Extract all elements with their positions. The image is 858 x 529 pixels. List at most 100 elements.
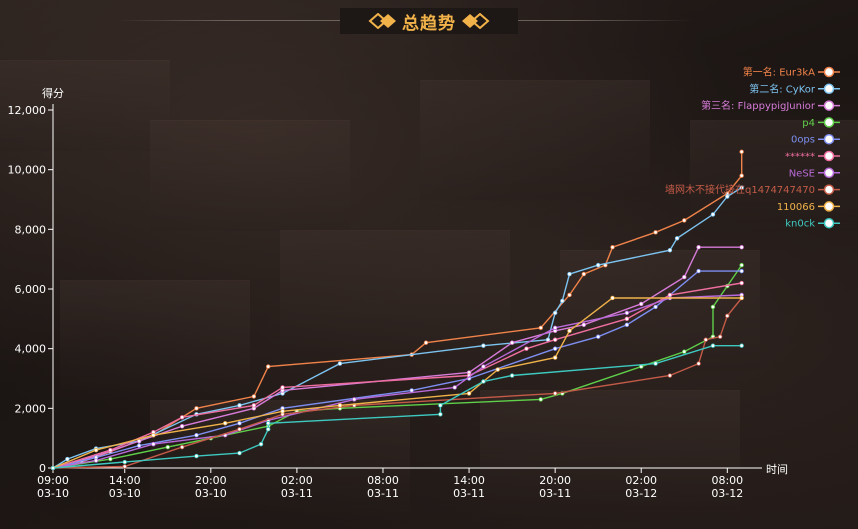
y-tick-label: 8,000 — [15, 223, 47, 236]
data-point — [438, 412, 443, 417]
data-point — [481, 343, 486, 348]
data-point — [452, 385, 457, 390]
data-point — [509, 373, 515, 378]
y-tick-label: 12,000 — [8, 104, 47, 117]
series-9 — [50, 343, 744, 471]
legend-item[interactable]: NeSE — [789, 167, 840, 179]
data-point — [581, 271, 587, 277]
data-point — [136, 443, 142, 448]
data-point — [552, 337, 558, 342]
data-point — [194, 406, 199, 411]
legend-label: 0ops — [791, 135, 815, 146]
data-point — [581, 322, 587, 327]
y-tick-label: 0 — [39, 462, 46, 475]
legend-marker — [823, 83, 835, 95]
data-point — [739, 343, 744, 348]
data-point — [595, 262, 601, 268]
series-line — [52, 187, 743, 469]
y-tick-label: 6,000 — [15, 283, 47, 296]
data-point — [93, 447, 99, 453]
series-line — [52, 282, 742, 469]
legend-item[interactable]: 第一名: Eur3kA — [743, 66, 840, 79]
series-line — [52, 246, 742, 469]
data-point — [65, 456, 70, 462]
x-tick-label-time: 14:00 — [109, 474, 141, 487]
x-axis-title: 时间 — [766, 463, 788, 476]
data-point — [552, 355, 558, 360]
page-title: 总趋势 — [402, 13, 456, 34]
legend-label: ****** — [785, 152, 815, 163]
x-tick-label-time: 02:00 — [281, 474, 313, 487]
legend-item[interactable]: ****** — [785, 150, 840, 163]
data-point — [552, 310, 558, 316]
data-point — [682, 274, 687, 280]
legend-label: NeSE — [789, 168, 815, 179]
data-point — [653, 361, 658, 366]
data-point — [739, 295, 744, 301]
bg-block — [480, 390, 740, 521]
legend-item[interactable]: kn0ck — [785, 217, 840, 230]
data-point — [725, 313, 730, 319]
y-tick-label: 2,000 — [15, 402, 47, 415]
series-1 — [50, 185, 744, 471]
data-point — [717, 334, 723, 339]
data-point — [122, 459, 127, 465]
x-tick-label-date: 03-12 — [711, 487, 743, 500]
legend-item[interactable]: p4 — [802, 117, 840, 129]
data-point — [337, 403, 343, 408]
data-point — [710, 343, 716, 348]
legend: 第一名: Eur3kA 第二名: CyKor 第三名: FlappypigJunio… — [665, 66, 840, 230]
data-point — [151, 432, 156, 438]
data-point — [280, 385, 285, 390]
data-point — [266, 427, 271, 432]
legend-item[interactable]: 第三名: FlappypigJunior — [701, 99, 840, 112]
series-layer — [50, 149, 744, 471]
bg-block — [0, 60, 170, 151]
data-point — [222, 421, 228, 426]
data-point — [50, 465, 56, 471]
legend-marker — [823, 133, 835, 145]
data-point — [667, 248, 673, 253]
data-point — [151, 441, 156, 447]
legend-marker — [823, 66, 835, 78]
data-point — [108, 447, 113, 453]
series-5 — [50, 280, 744, 471]
data-point — [423, 340, 429, 345]
data-point — [552, 346, 558, 351]
legend-item[interactable]: 墙网木不接代接在q1474747470 — [665, 183, 840, 196]
series-6 — [50, 292, 744, 471]
legend-item[interactable]: 第二名: CyKor — [749, 82, 840, 95]
x-tick-label-time: 14:00 — [453, 474, 485, 487]
x-tick-label-time: 20:00 — [195, 474, 227, 487]
data-point — [266, 364, 271, 369]
legend-marker — [823, 150, 835, 162]
legend-label: 110066 — [777, 202, 815, 213]
series-line — [52, 294, 742, 469]
data-point — [567, 292, 572, 298]
data-point — [610, 245, 615, 250]
data-point — [739, 262, 744, 268]
x-tick-label-date: 03-10 — [37, 487, 69, 500]
bg-block — [420, 80, 650, 201]
data-point — [194, 453, 199, 459]
data-point — [237, 421, 242, 426]
data-point — [194, 432, 199, 438]
data-point — [739, 185, 744, 190]
series-line — [52, 297, 742, 469]
data-point — [438, 403, 443, 408]
legend-item[interactable]: 0ops — [791, 133, 840, 146]
data-point — [653, 230, 658, 235]
data-point — [725, 194, 730, 199]
data-point — [251, 403, 257, 408]
legend-label: 第一名: Eur3kA — [743, 66, 815, 79]
series-line — [52, 264, 743, 469]
data-point — [509, 340, 515, 345]
data-point — [567, 328, 572, 333]
data-point — [696, 245, 701, 250]
legend-item[interactable]: 110066 — [777, 201, 840, 213]
data-point — [739, 245, 744, 250]
legend-marker — [823, 184, 835, 195]
series-0 — [50, 149, 744, 471]
data-point — [524, 346, 529, 351]
